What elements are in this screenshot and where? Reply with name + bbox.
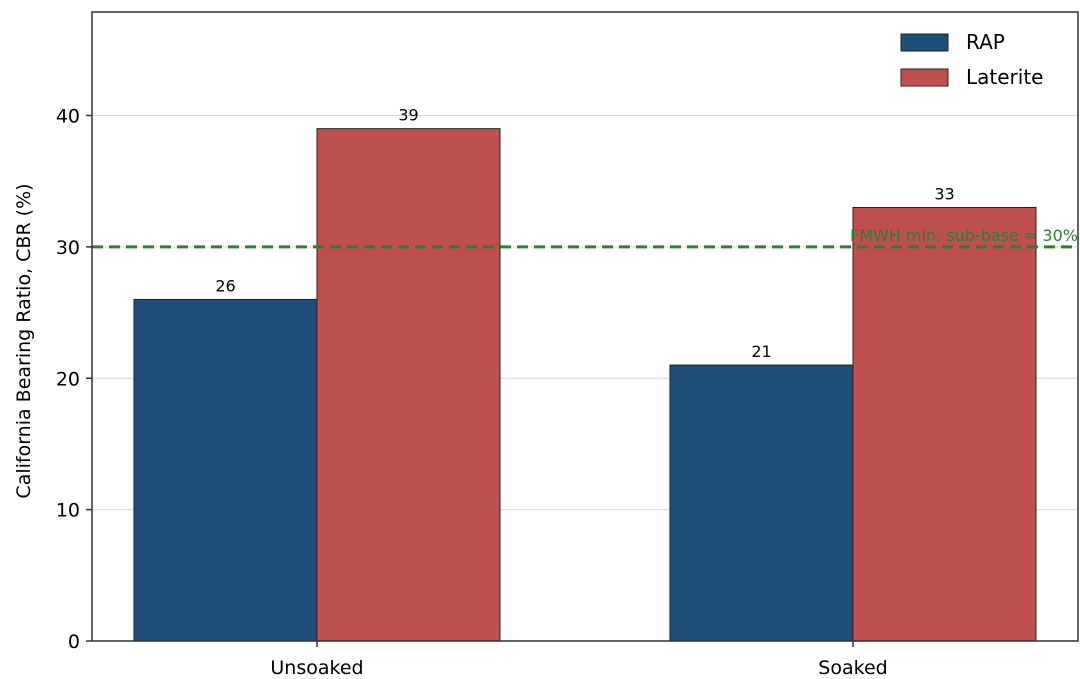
reference-line-label: FMWH min. sub-base = 30%: [850, 226, 1078, 245]
legend-swatch-rap: [900, 33, 949, 52]
y-axis-label: California Bearing Ratio, CBR (%): [13, 183, 35, 498]
bar-laterite-soaked: [852, 206, 1037, 642]
bar-value-label: 33: [934, 184, 954, 203]
bar-laterite-unsoaked: [316, 128, 501, 642]
bar-rap-unsoaked: [133, 298, 318, 642]
bar-value-label: 26: [215, 276, 235, 295]
bars: [133, 128, 1037, 642]
x-tick-label: Unsoaked: [270, 657, 363, 679]
y-tick-label: 0: [68, 631, 80, 653]
plot-frame: [91, 11, 1079, 642]
y-tick-label: 20: [56, 368, 80, 390]
legend-label-rap: RAP: [966, 30, 1005, 54]
axes: 0 10 20 30 40 Unsoaked Soaked: [56, 11, 1079, 679]
bar-value-labels: 26 21 39 33: [215, 106, 954, 361]
legend: RAP Laterite: [900, 30, 1043, 89]
bar-rap-soaked: [669, 364, 854, 642]
y-tick-label: 10: [56, 500, 80, 522]
y-tick-label: 30: [56, 237, 80, 259]
bar-value-label: 39: [398, 106, 418, 125]
x-tick-label: Soaked: [818, 657, 887, 679]
bar-value-label: 21: [751, 342, 771, 361]
legend-swatch-laterite: [900, 68, 949, 87]
y-tick-label: 40: [56, 106, 80, 128]
reference-line-group: FMWH min. sub-base = 30%: [92, 226, 1078, 249]
legend-label-laterite: Laterite: [966, 65, 1043, 89]
